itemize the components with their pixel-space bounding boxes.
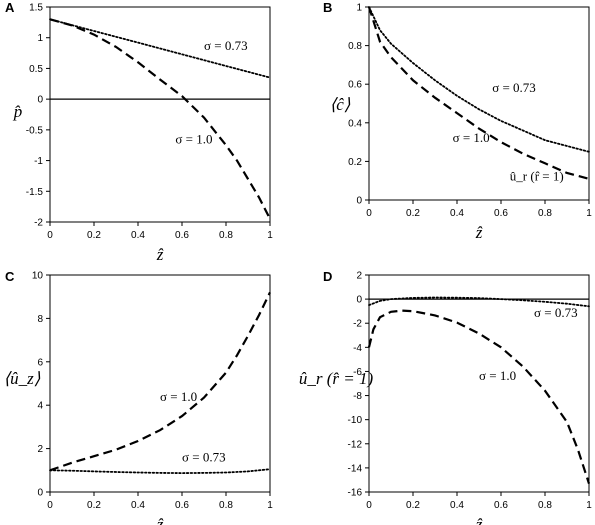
y-tick-label: -14 [348, 463, 363, 474]
x-tick-label: 1 [267, 230, 273, 241]
series-annotation: σ = 1.0 [160, 389, 197, 404]
panel-D: D -16 -14 -12 -10 -8 -6 -4 -2 0 2 0 0.2 0.4 0.6 0.8 1 σ =… [299, 269, 592, 525]
y-tick-label: -10 [348, 415, 363, 426]
x-axis-label: ẑ [156, 515, 164, 525]
y-tick-label: 0 [37, 95, 43, 106]
y-tick-label: 6 [37, 357, 43, 368]
x-tick-label: 0.4 [450, 208, 464, 219]
y-tick-label: -8 [353, 391, 362, 402]
x-axis-label: ẑ [475, 223, 483, 242]
y-tick-label: -16 [348, 488, 363, 499]
x-tick-label: 0 [47, 500, 53, 511]
x-tick-label: 0 [47, 230, 53, 241]
y-tick-label: 8 [37, 314, 43, 325]
y-tick-label: 10 [32, 271, 44, 282]
series-annotation: σ = 1.0 [453, 130, 490, 145]
y-tick-label: -4 [353, 343, 362, 354]
x-tick-label: 0.8 [538, 500, 552, 511]
x-tick-label: 0.2 [87, 500, 101, 511]
y-tick-label: 0.2 [348, 157, 362, 168]
y-axis-label: û_r (r̂ = 1) [299, 369, 374, 388]
y-tick-label: 0.6 [348, 80, 362, 91]
series-line-sigma-1-0 [367, 309, 591, 484]
x-tick-label: 0 [366, 500, 372, 511]
series-annotation: σ = 0.73 [182, 450, 226, 465]
y-tick-label: 0.8 [348, 41, 362, 52]
x-tick-label: 0.2 [406, 500, 420, 511]
panel-A: A -2 -1.5 -1 -0.5 0 0.5 1 1.5 0 0.2 0.4 0.6 0.8 1 σ = 0… [5, 0, 273, 264]
x-tick-label: 0.6 [494, 208, 508, 219]
x-tick-label: 0.6 [494, 500, 508, 511]
y-tick-label: 0 [37, 488, 43, 499]
y-axis-label: ⟨û_z⟩ [4, 369, 41, 388]
y-tick-label: -1 [34, 156, 43, 167]
y-tick-label: 0 [356, 295, 362, 306]
plot-frame [49, 6, 271, 223]
y-tick-label: 4 [37, 401, 43, 412]
y-tick-label: -0.5 [26, 125, 44, 136]
x-tick-label: 1 [586, 500, 592, 511]
series-line-sigma-1-0 [367, 6, 590, 180]
x-tick-label: 0 [366, 208, 372, 219]
series-annotation: σ = 0.73 [492, 80, 536, 95]
x-tick-label: 0.6 [175, 230, 189, 241]
series-line-sigma-0-73 [368, 296, 590, 308]
series-line-sigma-0-73 [49, 468, 271, 475]
series-annotation: σ = 1.0 [175, 131, 212, 146]
series-annotation: σ = 1.0 [479, 368, 516, 383]
panel-label: B [323, 0, 332, 15]
y-axis-label: ⟨ĉ⟩ [330, 95, 351, 114]
x-tick-label: 0.4 [450, 500, 464, 511]
panel-label: C [5, 269, 15, 284]
y-tick-label: 0.5 [29, 64, 43, 75]
panel-B: B 0 0.2 0.4 0.6 0.8 1 0 0.2 0.4 0.6 0.8 1 σ = 0.73 σ =… [323, 0, 592, 242]
y-tick-label: -12 [348, 439, 363, 450]
y-tick-label: -2 [34, 218, 43, 229]
x-axis-label: ẑ [475, 515, 483, 525]
y-tick-label: 1.5 [29, 3, 43, 14]
series-line-sigma-0-73 [368, 6, 590, 153]
series-annotation: σ = 0.73 [204, 38, 248, 53]
plot-frame [368, 274, 590, 493]
x-tick-label: 0.2 [87, 230, 101, 241]
series-annotation: σ = 0.73 [534, 305, 578, 320]
x-tick-label: 0.4 [131, 230, 145, 241]
y-tick-label: -1.5 [26, 187, 44, 198]
y-tick-label: -2 [353, 319, 362, 330]
panel-label: D [323, 269, 332, 284]
x-axis-label: ẑ [156, 245, 164, 264]
y-axis-label: p̂ [13, 102, 23, 121]
y-tick-label: 1 [37, 33, 43, 44]
series-line-sigma-0-73 [49, 18, 271, 79]
plot-frame [368, 6, 590, 201]
x-tick-label: 0.2 [406, 208, 420, 219]
x-tick-label: 1 [586, 208, 592, 219]
x-tick-label: 0.4 [131, 500, 145, 511]
y-tick-label: 1 [356, 3, 362, 14]
series-line-sigma-1-0 [49, 291, 271, 472]
panel-C: C 0 2 4 6 8 10 0 0.2 0.4 0.6 0.8 1 σ = 1.0 σ = 0.73 ẑ ⟨û… [4, 269, 274, 525]
y-tick-label: 2 [356, 271, 362, 282]
y-tick-label: 2 [37, 444, 43, 455]
y-tick-label: 0 [356, 196, 362, 207]
x-tick-label: 0.8 [538, 208, 552, 219]
plot-frame [49, 274, 271, 493]
x-tick-label: 0.8 [219, 500, 233, 511]
y-tick-label: 0.4 [348, 118, 362, 129]
x-tick-label: 0.8 [219, 230, 233, 241]
series-annotation: û_r (r̂ = 1) [510, 169, 564, 184]
panel-label: A [5, 0, 15, 15]
series-line-sigma-1-0 [49, 18, 271, 220]
y-tick-label: -6 [353, 367, 362, 378]
x-tick-label: 1 [267, 500, 273, 511]
x-tick-label: 0.6 [175, 500, 189, 511]
